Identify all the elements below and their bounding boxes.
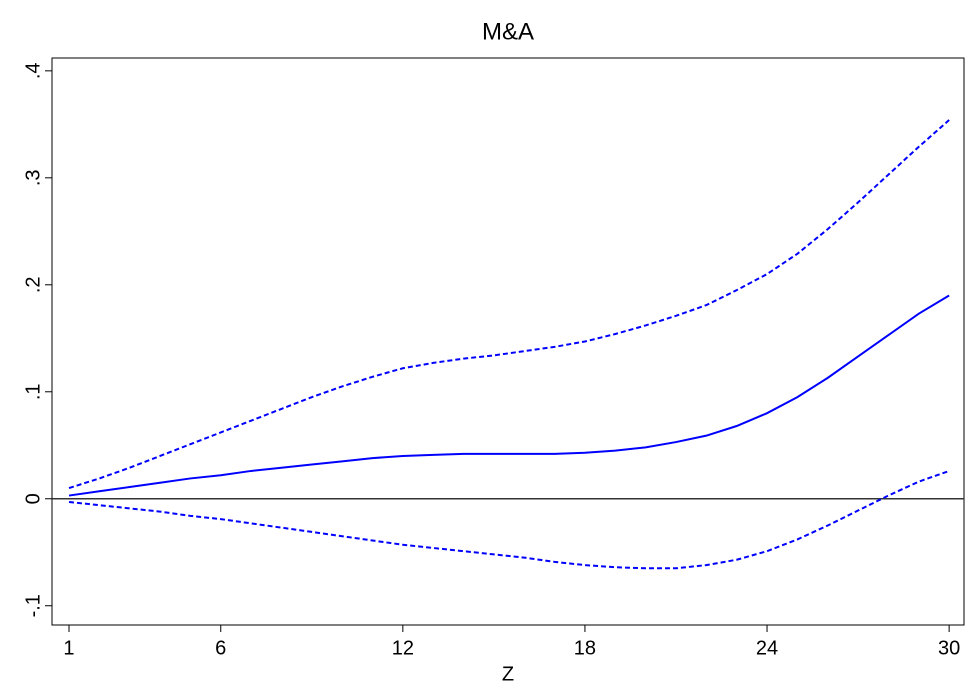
y-tick-label: .4 xyxy=(22,62,44,79)
series-line xyxy=(68,119,950,490)
x-axis-label: Z xyxy=(502,663,514,685)
x-tick-label: 30 xyxy=(938,637,960,659)
y-tick-label: 0 xyxy=(22,493,44,504)
x-tick-label: 18 xyxy=(574,637,596,659)
x-tick-label: 12 xyxy=(392,637,414,659)
y-tick-label: .1 xyxy=(22,383,44,400)
plot-frame xyxy=(51,57,965,626)
chart-title: M&A xyxy=(482,18,534,45)
y-tick-label: .3 xyxy=(22,169,44,186)
series-line xyxy=(68,294,950,497)
y-tick-label: -.1 xyxy=(22,594,44,617)
x-tick-label: 24 xyxy=(756,637,778,659)
y-tick-label: .2 xyxy=(22,276,44,293)
x-tick-label: 1 xyxy=(63,637,74,659)
series-line xyxy=(68,470,950,570)
x-tick-label: 6 xyxy=(215,637,226,659)
